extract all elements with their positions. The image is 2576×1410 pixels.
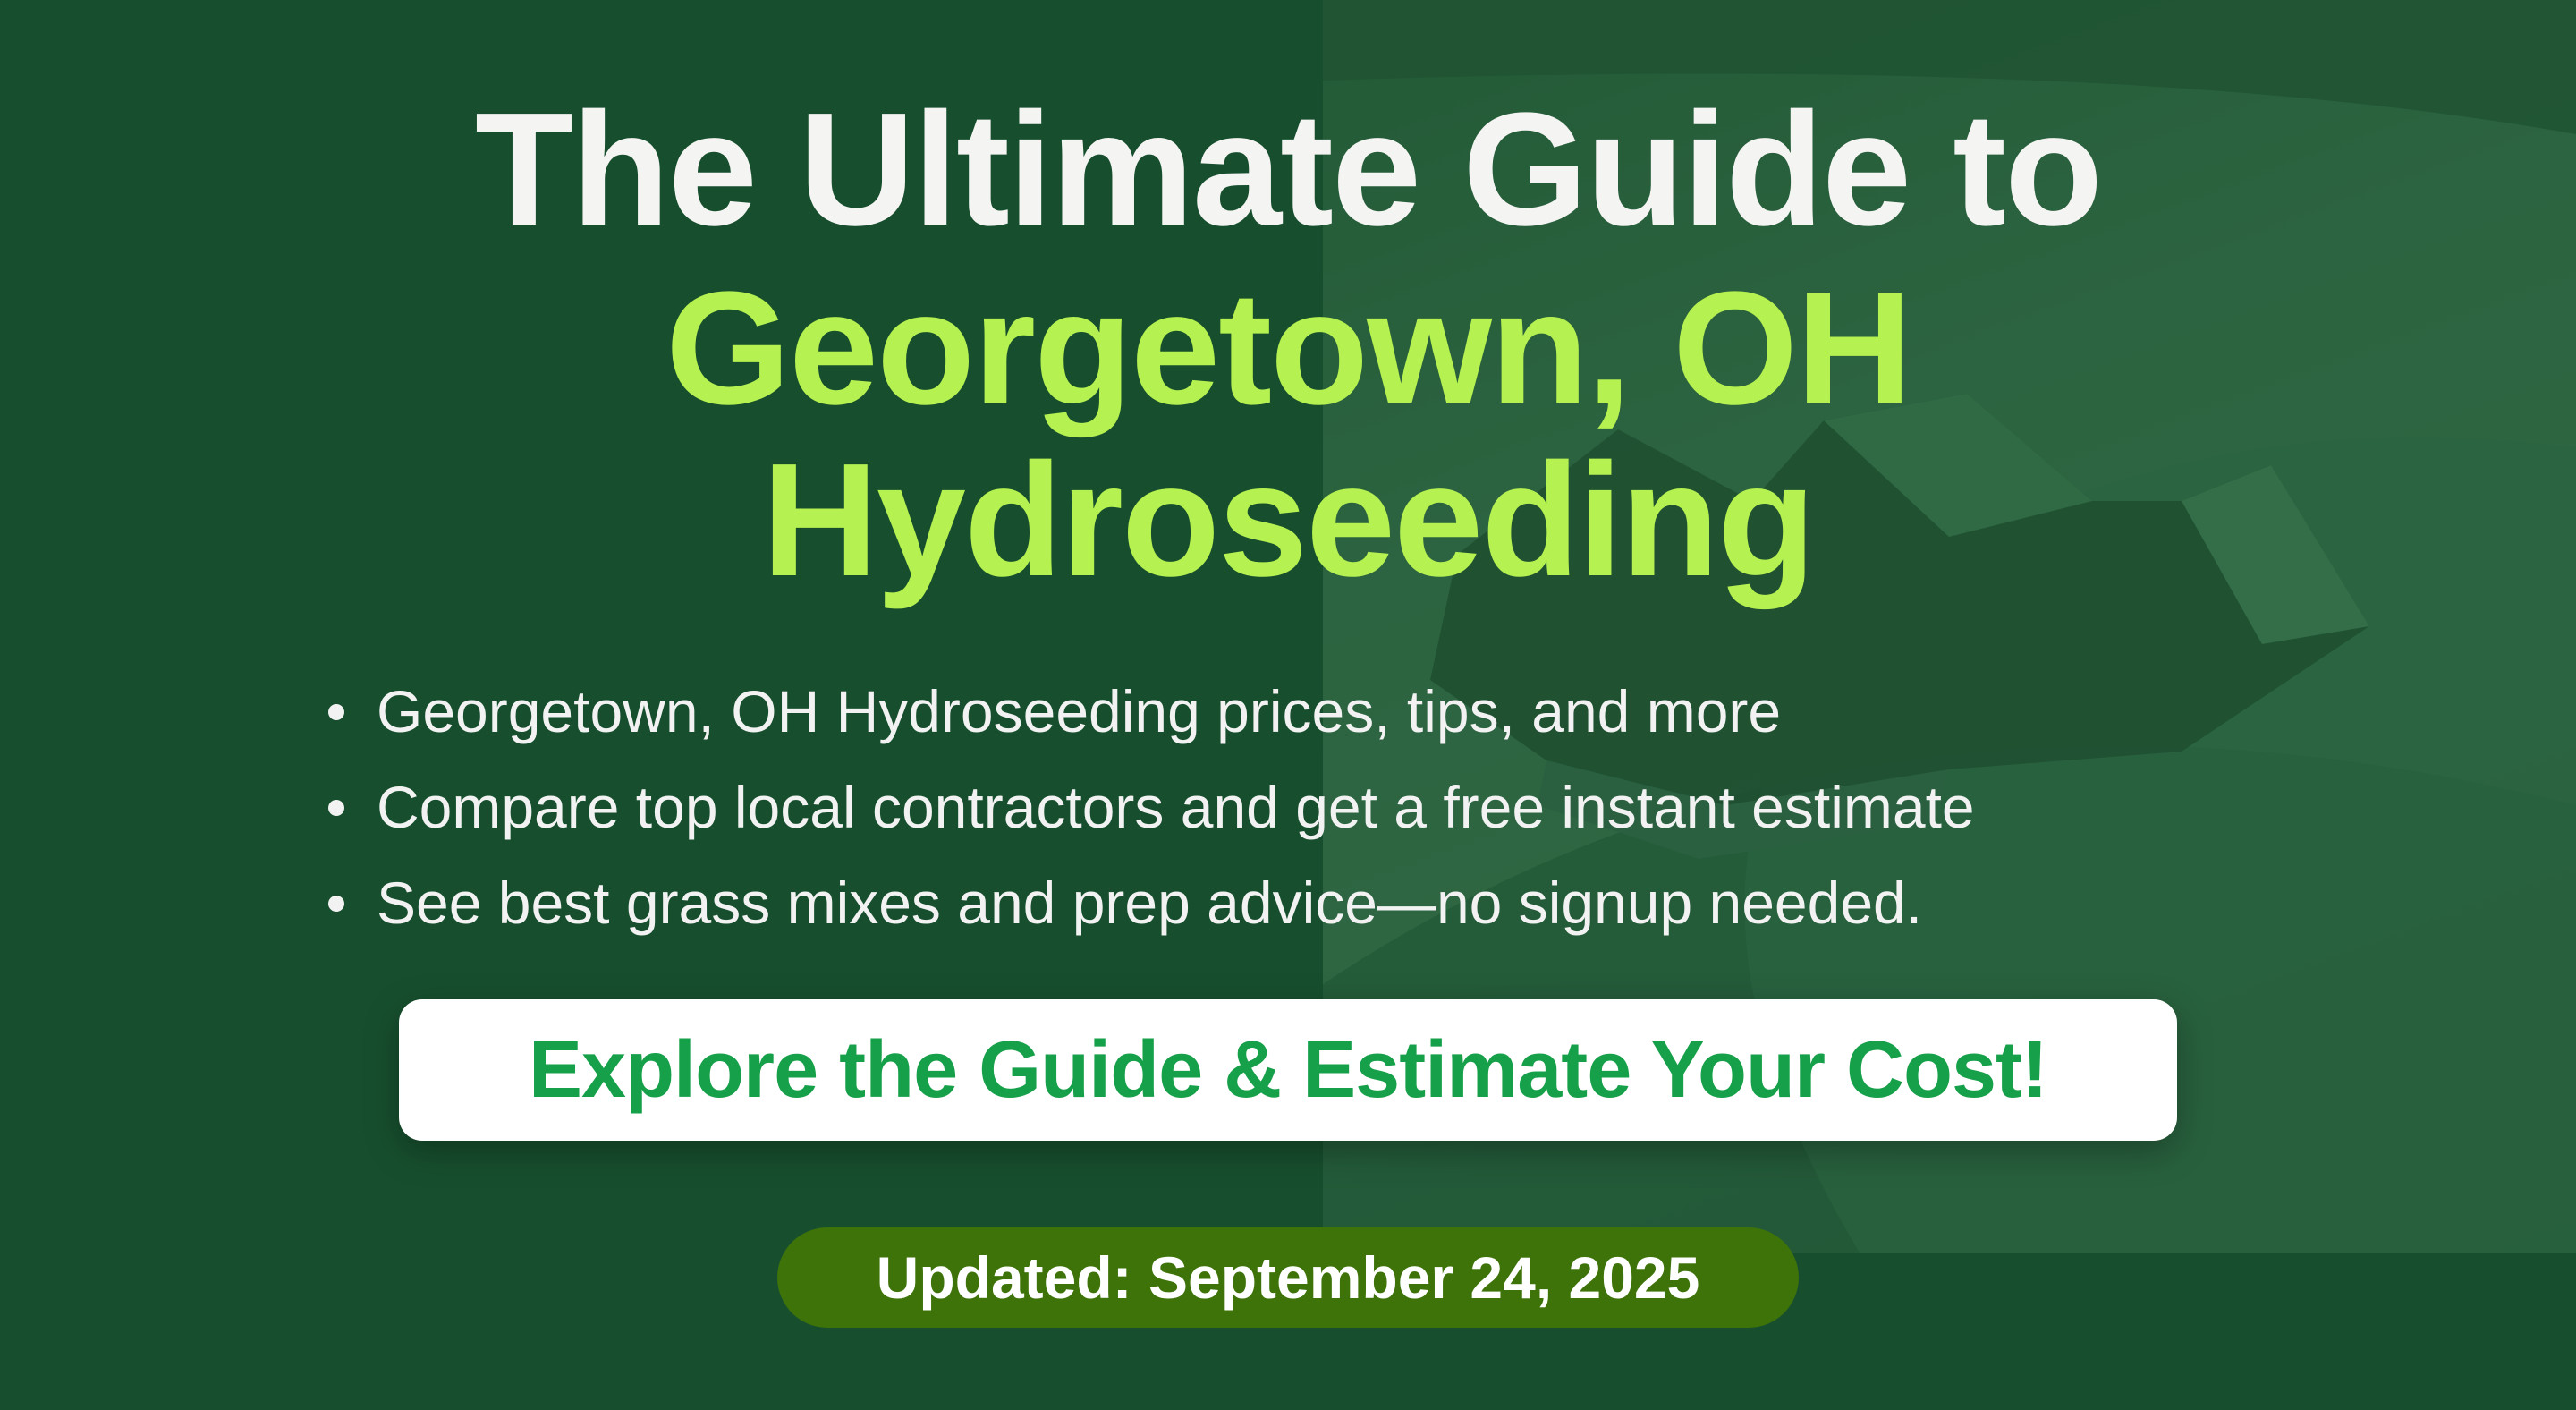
list-item: See best grass mixes and prep advice—no …	[328, 867, 1975, 963]
bullet-icon	[328, 896, 344, 912]
title-line-1: The Ultimate Guide to	[474, 80, 2103, 259]
list-item-text: Compare top local contractors and get a …	[377, 774, 1975, 840]
bullet-icon	[328, 800, 344, 816]
bullet-icon	[328, 704, 344, 720]
list-item: Compare top local contractors and get a …	[328, 771, 1975, 867]
list-item-text: See best grass mixes and prep advice—no …	[377, 870, 1923, 936]
updated-date-badge: Updated: September 24, 2025	[777, 1227, 1799, 1328]
title-line-2: Georgetown, OH	[665, 259, 1912, 438]
title-line-3: Hydroseeding	[761, 430, 1816, 610]
explore-guide-button[interactable]: Explore the Guide & Estimate Your Cost!	[399, 999, 2177, 1141]
feature-list: Georgetown, OH Hydroseeding prices, tips…	[328, 675, 1975, 963]
list-item: Georgetown, OH Hydroseeding prices, tips…	[328, 675, 1975, 771]
list-item-text: Georgetown, OH Hydroseeding prices, tips…	[377, 678, 1782, 744]
